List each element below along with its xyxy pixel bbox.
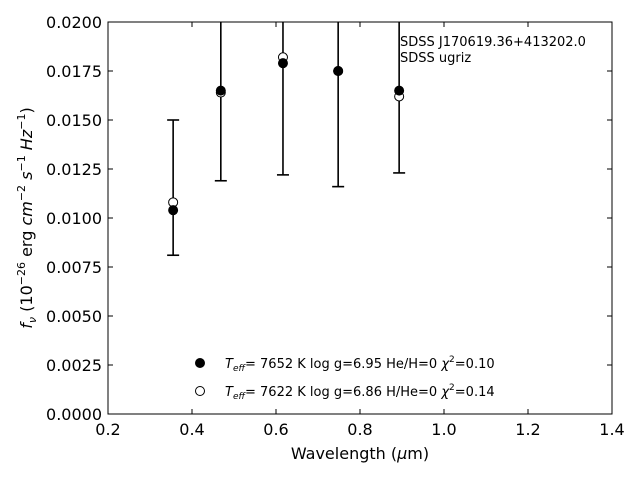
y-tick-label: 0.0200 <box>46 13 102 32</box>
legend-marker-filled <box>195 358 205 368</box>
y-tick-label: 0.0050 <box>46 307 102 326</box>
x-tick-label: 0.4 <box>179 420 204 439</box>
annotation-survey: SDSS ugriz <box>400 51 471 66</box>
chart-marks: 0.2 0.4 0.6 0.8 1.0 1.2 1.4 0.0000 0.0025 0.0050 0… <box>46 13 625 439</box>
data-layer <box>167 22 406 257</box>
legend: Teff= 7652 K log g=6.95 He/H=0 χ2=0.10 T… <box>195 355 495 402</box>
x-tick-label: 1.2 <box>515 420 540 439</box>
y-tick-label: 0.0075 <box>46 258 102 277</box>
legend-entry-2: Teff= 7622 K log g=6.86 H/He=0 χ2=0.14 <box>225 383 495 402</box>
annotation-object-name: SDSS J170619.36+413202.0 <box>400 35 586 50</box>
y-tick-label: 0.0175 <box>46 62 102 81</box>
x-tick-label: 0.6 <box>263 420 288 439</box>
x-axis-label: Wavelength (μm) <box>291 444 429 463</box>
model-point-filled <box>394 85 405 96</box>
y-axis-label: fν (10−26 erg cm−2 s−1 Hz−1) <box>15 107 39 328</box>
plot-area <box>107 21 613 415</box>
model-point-filled <box>333 66 344 76</box>
model-point-filled <box>168 205 179 216</box>
x-tick-label: 1.4 <box>599 420 624 439</box>
model-point-filled <box>215 85 226 96</box>
legend-marker-open <box>195 386 205 396</box>
x-tick-label: 0.8 <box>347 420 372 439</box>
y-tick-label: 0.0025 <box>46 356 102 375</box>
x-tick-label: 1.0 <box>431 420 456 439</box>
model-point-filled <box>277 58 288 69</box>
legend-entry-1: Teff= 7652 K log g=6.95 He/H=0 χ2=0.10 <box>225 355 495 374</box>
y-tick-label: 0.0100 <box>46 209 102 228</box>
y-tick-label: 0.0125 <box>46 160 102 179</box>
y-tick-label: 0.0000 <box>46 405 102 424</box>
y-tick-label: 0.0150 <box>46 111 102 130</box>
x-tick-label: 0.2 <box>95 420 120 439</box>
